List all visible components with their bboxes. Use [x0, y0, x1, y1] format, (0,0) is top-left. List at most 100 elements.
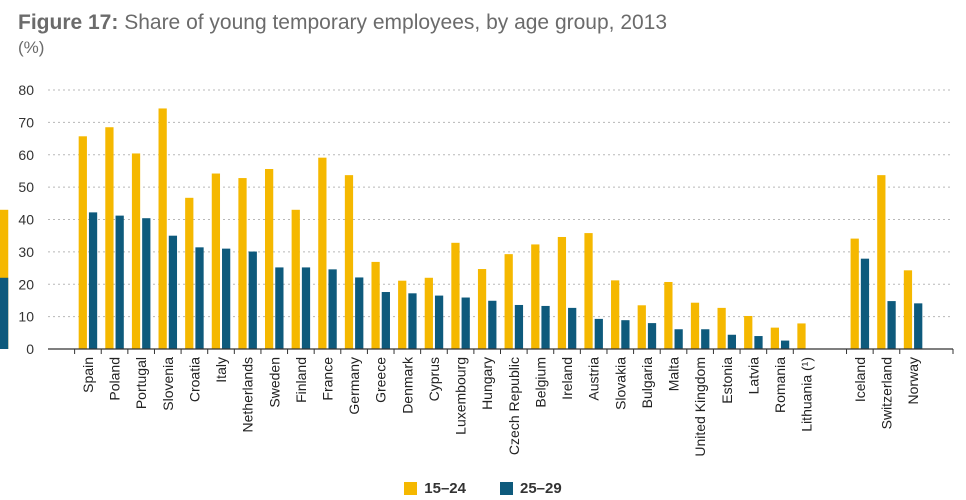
bar-15-24 — [264, 168, 274, 349]
x-tick-label: Switzerland — [878, 357, 894, 429]
bar-15-24 — [477, 269, 487, 349]
bar-25-29 — [142, 218, 151, 349]
x-tick-label: Italy — [213, 357, 229, 383]
bar-25-29 — [647, 323, 657, 349]
x-tick-label: Portugal — [133, 357, 149, 409]
bar-15-24 — [371, 261, 380, 349]
bar-25-29 — [754, 336, 763, 349]
bar-25-29 — [514, 304, 524, 349]
x-tick-label: Latvia — [745, 357, 761, 395]
legend: 15–24 25–29 — [0, 480, 966, 497]
bar-15-24 — [185, 197, 194, 349]
bar-15-24 — [584, 233, 593, 349]
bar-25-29 — [488, 300, 497, 349]
bar-25-29 — [301, 267, 311, 349]
x-tick-label: Hungary — [479, 357, 495, 410]
bar-25-29 — [701, 329, 710, 349]
y-tick-label: 10 — [18, 309, 34, 325]
figure-label: Figure 17: — [18, 11, 119, 34]
bar-15-24 — [131, 153, 141, 349]
y-tick-label: 70 — [18, 114, 34, 130]
bar-15-24 — [611, 280, 620, 349]
bar-15-24 — [770, 327, 779, 349]
x-tick-label: Spain — [80, 357, 96, 393]
bar-15-24 — [211, 173, 221, 349]
bar-25-29 — [408, 293, 417, 349]
bar-25-29 — [780, 340, 790, 349]
x-tick-label: United Kingdom — [692, 357, 708, 457]
bar-25-29 — [674, 329, 683, 349]
bar-25-29 — [887, 301, 896, 349]
x-tick-label: Slovenia — [160, 357, 176, 411]
bar-25-29 — [621, 320, 630, 349]
chart-title: Figure 17: Share of young temporary empl… — [18, 11, 667, 35]
bar-15-24 — [504, 254, 513, 349]
bar-25-29 — [568, 307, 577, 349]
x-tick-label: France — [319, 357, 335, 401]
bar-15-24 — [531, 244, 540, 349]
bar-25-29 — [461, 297, 470, 349]
y-tick-label: 50 — [18, 179, 34, 195]
bar-15-24 — [877, 175, 886, 349]
x-tick-label: Finland — [293, 357, 309, 403]
bar-15-24 — [291, 209, 300, 349]
bar-25-29 — [195, 247, 204, 349]
bar-15-24 — [903, 270, 913, 349]
bar-15-24 — [451, 242, 460, 349]
x-tick-label: Germany — [346, 357, 362, 415]
x-tick-label: Netherlands — [240, 357, 256, 433]
x-tick-label: Czech Republic — [506, 357, 522, 455]
bar-15-24 — [637, 305, 646, 349]
bar-25-29 — [727, 334, 737, 349]
bar-25-29 — [0, 277, 9, 349]
x-tick-label: Poland — [107, 357, 123, 401]
y-tick-label: 80 — [18, 82, 34, 98]
chart-subtitle: (%) — [18, 38, 45, 57]
bar-25-29 — [381, 292, 390, 349]
x-tick-label: Norway — [905, 357, 921, 404]
x-tick-label: Bulgaria — [639, 357, 655, 409]
legend-swatch-15-24 — [404, 482, 418, 495]
bar-25-29 — [248, 251, 257, 349]
x-tick-label: Cyprus — [426, 357, 442, 401]
bar-15-24 — [744, 315, 753, 349]
x-tick-label: Sweden — [266, 357, 282, 408]
legend-label-25-29: 25–29 — [520, 480, 562, 497]
x-tick-label: Malta — [666, 357, 682, 391]
y-tick-label: 40 — [18, 212, 34, 228]
bar-15-24 — [557, 236, 567, 349]
legend-item-25-29: 25–29 — [500, 480, 562, 497]
bar-25-29 — [434, 295, 444, 349]
bar-15-24 — [797, 323, 806, 349]
bar-15-24 — [690, 302, 700, 349]
y-tick-label: 60 — [18, 147, 34, 163]
bar-15-24 — [105, 127, 114, 349]
x-tick-label: Belgium — [532, 357, 548, 408]
y-tick-label: 20 — [18, 276, 34, 292]
bar-15-24 — [664, 281, 673, 349]
bar-25-29 — [115, 215, 124, 349]
x-tick-label: Ireland — [559, 357, 575, 400]
bar-25-29 — [860, 258, 870, 349]
bar-25-29 — [88, 212, 98, 349]
bar-25-29 — [168, 235, 178, 349]
bar-25-29 — [594, 318, 603, 349]
x-tick-label: Iceland — [852, 357, 868, 402]
title-text: Share of young temporary employees, by a… — [124, 11, 668, 34]
bar-15-24 — [717, 307, 726, 349]
bar-25-29 — [541, 305, 550, 349]
y-tick-label: 30 — [18, 244, 34, 260]
bar-15-24 — [850, 238, 859, 349]
bar-15-24 — [424, 277, 433, 349]
x-tick-label: Estonia — [719, 357, 735, 404]
x-tick-label: Austria — [586, 357, 602, 401]
bar-chart: 01020304050607080EU-28SpainPolandPortuga… — [0, 82, 954, 457]
bar-25-29 — [328, 269, 337, 349]
bar-15-24 — [238, 178, 247, 349]
bar-25-29 — [355, 277, 364, 349]
legend-label-15-24: 15–24 — [424, 480, 466, 497]
legend-swatch-25-29 — [500, 482, 513, 495]
y-tick-label: 0 — [26, 341, 34, 357]
bar-15-24 — [158, 108, 167, 349]
legend-item-15-24: 15–24 — [404, 480, 466, 497]
